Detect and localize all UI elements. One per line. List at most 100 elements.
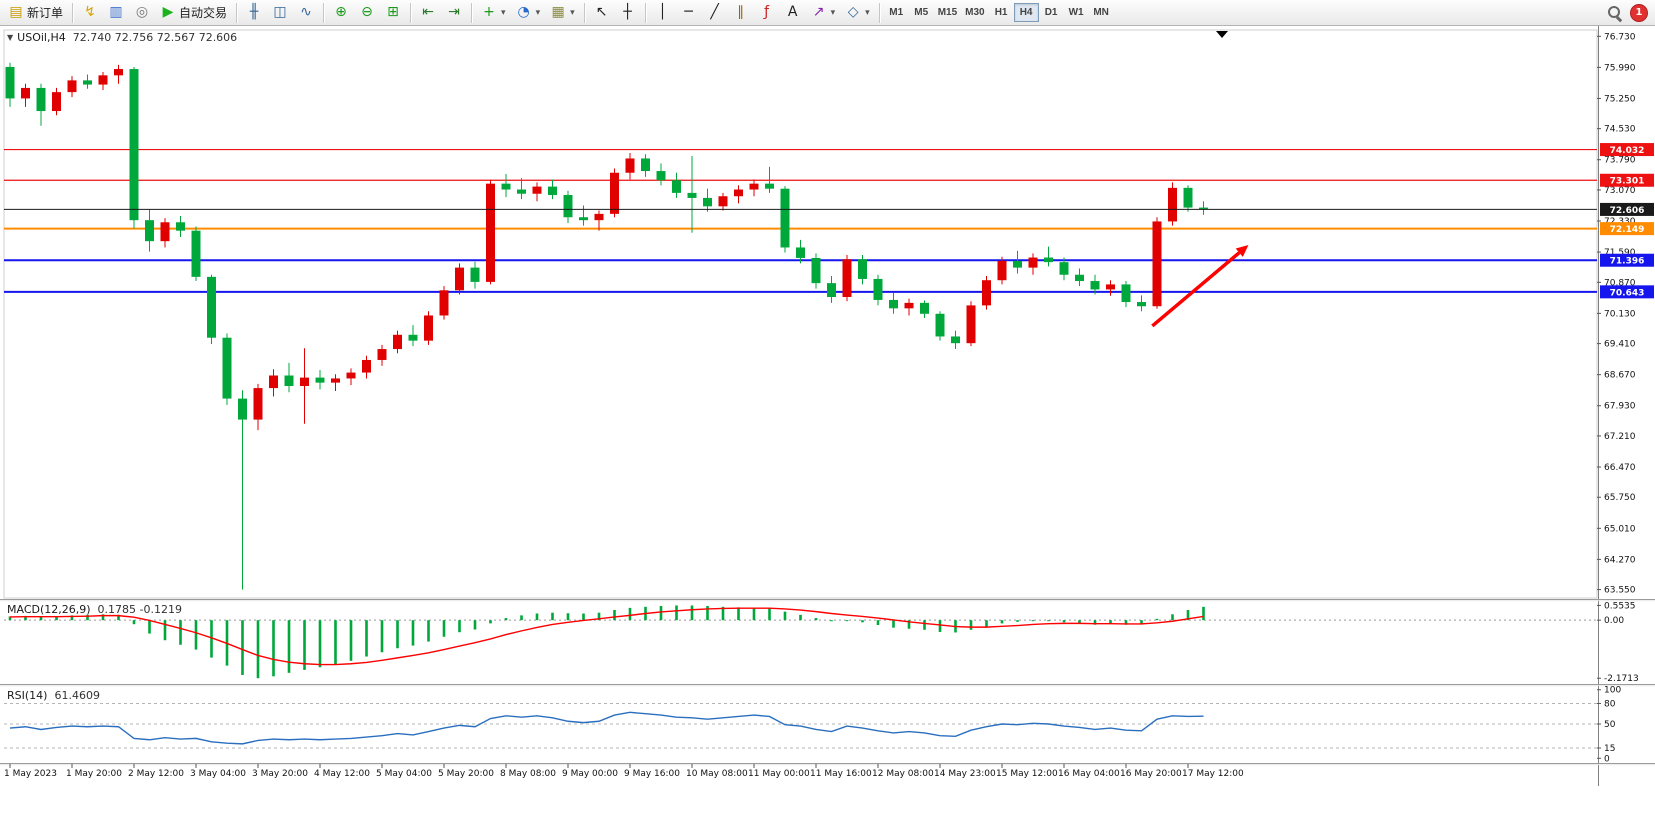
macd-panel-label: MACD(12,26,9) 0.1785 -0.1219 [7,603,182,616]
shapes-button[interactable]: ◇ ▾ [841,2,874,24]
symbol-period-label: USOil,H4 [17,31,66,44]
trendline-button[interactable]: ╱ [703,2,727,24]
candlestick-chart-button[interactable]: ◫ [268,2,292,24]
chart-shift-button[interactable]: ⇥ [442,2,466,24]
svg-text:11 May 16:00: 11 May 16:00 [810,769,872,779]
periods-button[interactable]: ◔ ▾ [512,2,545,24]
rsi-panel-label: RSI(14) 61.4609 [7,689,100,702]
svg-text:72.606: 72.606 [1610,206,1645,216]
dropdown-caret-icon: ▾ [865,7,870,18]
toolbar-separator [410,2,412,23]
bar-chart-button[interactable]: ╫ [242,2,266,24]
svg-text:0: 0 [1604,754,1610,764]
candlestick-icon: ◫ [273,4,287,20]
autotrading-button[interactable]: ▶ 自动交易 [156,2,231,24]
indicators-button[interactable]: + ▾ [477,2,510,24]
market-watch-icon: ▥ [109,4,123,20]
shapes-icon: ◇ [847,4,859,20]
price-scale[interactable]: 76.730 75.990 75.250 74.530 73.790 73.070 72.3… [1597,26,1655,786]
crosshair-icon: ┼ [623,4,632,20]
svg-text:100: 100 [1604,686,1621,696]
toolbar-separator [323,2,325,23]
chart-window: 76.730 75.990 75.250 74.530 73.790 73.070 72.3… [0,26,1655,830]
rsi-panel [4,702,1597,749]
text-button[interactable]: A [781,2,805,24]
dropdown-caret-icon: ▾ [830,7,836,18]
cursor-button[interactable]: ↖ [590,2,614,24]
svg-text:64.270: 64.270 [1604,555,1636,565]
fibonacci-icon: ƒ [764,4,770,20]
toolbar-buttons: ▤ 新订单 ↯ ▥ ◎ ▶ 自动交易 ╫ ◫ ∿ ⊕ ⊖ ⊞ ⇤ ⇥ + ▾ ◔ ▾ ▦ ▾ ↖ ┼ │ ─ ╱ ∥ ƒ A ↗ ▾ ◇ ▾ [3,2,875,24]
dropdown-caret-icon: ▾ [535,7,541,18]
svg-text:75.990: 75.990 [1604,63,1636,73]
market-watch-button[interactable]: ▥ [104,2,128,24]
svg-text:2 May 12:00: 2 May 12:00 [128,769,184,779]
new-order-button[interactable]: ▤ 新订单 [4,2,67,24]
svg-text:73.790: 73.790 [1604,156,1636,166]
chart-shift-marker[interactable] [1216,31,1228,38]
search-icon[interactable] [1607,5,1622,20]
auto-scroll-icon: ⇤ [422,4,434,20]
expert-advisors-button[interactable]: ↯ [78,2,102,24]
svg-text:70.870: 70.870 [1604,278,1636,288]
svg-text:50: 50 [1604,720,1616,730]
zoom-out-button[interactable]: ⊖ [355,2,379,24]
timeframe-h4[interactable]: H4 [1013,3,1039,22]
svg-text:67.210: 67.210 [1604,432,1636,442]
timeframe-m15[interactable]: M15 [934,3,961,22]
one-click-trading-toggle[interactable]: ▼ [7,33,14,42]
svg-text:16 May 04:00: 16 May 04:00 [1058,769,1120,779]
price-label-73.301: 73.301 [1600,173,1654,187]
price-label-74.032: 74.032 [1600,143,1654,157]
indicators-plus-icon: + [483,4,495,20]
toolbar-separator [644,2,646,23]
dropdown-caret-icon: ▾ [501,7,506,18]
timeframe-w1[interactable]: W1 [1064,3,1089,22]
candlestick-series [5,62,1208,590]
svg-text:15: 15 [1604,744,1615,754]
trend-arrow-annotation[interactable] [1151,244,1249,328]
navigator-button[interactable]: ◎ [130,2,154,24]
cursor-arrow-icon: ↖ [595,4,608,20]
rsi-value: 61.4609 [54,689,100,702]
notification-badge[interactable]: 1 [1630,3,1648,22]
timeframe-m1[interactable]: M1 [884,3,909,22]
rsi-line [9,711,1204,745]
navigator-icon: ◎ [135,4,149,20]
horizontal-line-icon: ─ [684,4,693,20]
svg-text:63.550: 63.550 [1604,586,1636,596]
timeframe-mn[interactable]: MN [1089,3,1114,22]
auto-scroll-button[interactable]: ⇤ [416,2,440,24]
vertical-line-button[interactable]: │ [651,2,675,24]
time-scale[interactable]: 1 May 2023 1 May 20:00 2 May 12:00 3 May 04… [4,764,1244,779]
toolbar-separator [72,2,74,23]
timeframe-m30[interactable]: M30 [961,3,988,22]
timeframe-d1[interactable]: D1 [1039,3,1064,22]
svg-text:74.530: 74.530 [1604,125,1636,135]
arrows-button[interactable]: ↗ ▾ [807,2,840,24]
new-order-icon: ▤ [9,4,23,20]
chart-canvas: 76.730 75.990 75.250 74.530 73.790 73.070 72.3… [0,26,1655,786]
line-chart-button[interactable]: ∿ [294,2,318,24]
autotrading-button-label: 自动交易 [179,6,228,20]
svg-text:0.5535: 0.5535 [1604,601,1636,611]
zoom-in-button[interactable]: ⊕ [329,2,353,24]
svg-text:71.396: 71.396 [1610,257,1645,267]
channel-button[interactable]: ∥ [729,2,753,24]
arrow-objects-icon: ↗ [812,4,825,20]
horizontal-line-button[interactable]: ─ [677,2,701,24]
svg-text:17 May 12:00: 17 May 12:00 [1182,769,1244,779]
toolbar-right: 1 [1607,3,1652,22]
svg-text:14 May 23:00: 14 May 23:00 [934,769,996,779]
crosshair-button[interactable]: ┼ [616,2,640,24]
templates-button[interactable]: ▦ ▾ [546,2,579,24]
fibonacci-button[interactable]: ƒ [755,2,779,24]
ohlc-values: 72.740 72.756 72.567 72.606 [72,31,238,44]
tile-windows-button[interactable]: ⊞ [381,2,405,24]
timeframe-m5[interactable]: M5 [909,3,934,22]
svg-text:8 May 08:00: 8 May 08:00 [500,769,556,779]
svg-text:3 May 04:00: 3 May 04:00 [190,769,246,779]
dropdown-caret-icon: ▾ [570,7,575,18]
timeframe-h1[interactable]: H1 [989,3,1014,22]
svg-text:74.032: 74.032 [1610,146,1645,156]
